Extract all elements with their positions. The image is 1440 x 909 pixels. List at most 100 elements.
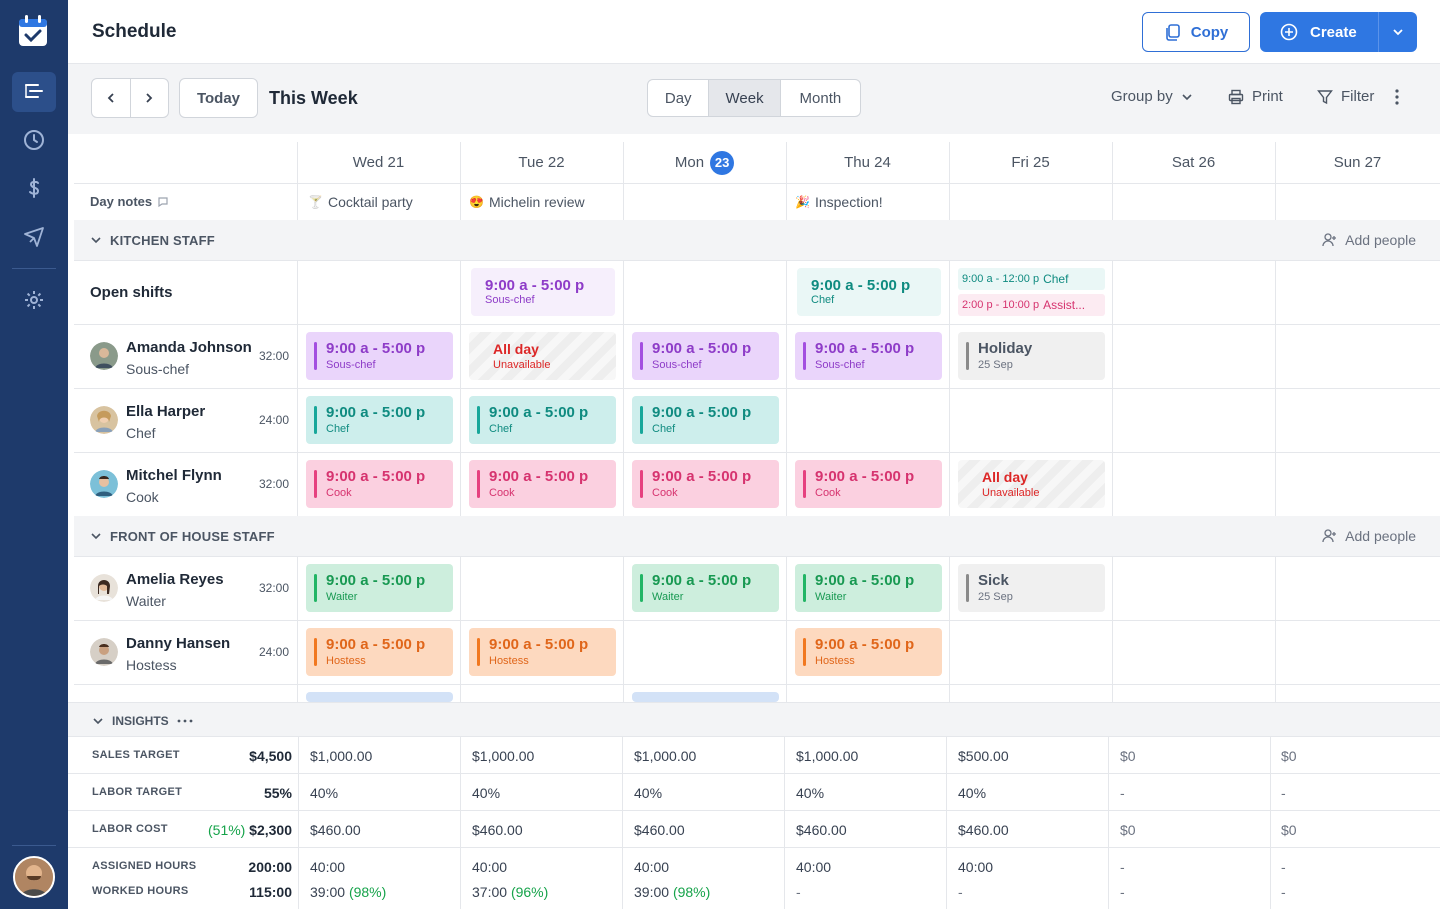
more-horizontal-icon[interactable] bbox=[177, 719, 193, 723]
open-shift-block[interactable]: 9:00 a - 5:00 p Sous-chef bbox=[471, 268, 615, 316]
shift-block-partial[interactable] bbox=[632, 692, 779, 702]
shift-block[interactable]: 9:00 a - 5:00 p Cook bbox=[469, 460, 616, 508]
staff-row-header[interactable]: Amelia Reyes Waiter 32:00 bbox=[74, 556, 297, 620]
copy-button[interactable]: Copy bbox=[1142, 12, 1250, 52]
create-button[interactable]: Create bbox=[1260, 12, 1417, 52]
insight-value: $0 bbox=[1281, 822, 1297, 838]
shift-block[interactable]: 9:00 a - 5:00 p Chef bbox=[632, 396, 779, 444]
insight-value: - bbox=[1281, 884, 1286, 900]
shift-role: Sous-chef bbox=[815, 359, 865, 371]
shift-block[interactable]: 9:00 a - 5:00 p Waiter bbox=[306, 564, 453, 612]
chevron-down-icon bbox=[93, 718, 103, 725]
view-month-tab[interactable]: Month bbox=[799, 89, 842, 107]
insight-value: $1,000.00 bbox=[472, 748, 535, 764]
day-header[interactable]: Thu 24 bbox=[844, 154, 891, 171]
prev-week-chevron-icon[interactable] bbox=[92, 79, 131, 117]
day-note[interactable]: 🎉 Inspection! bbox=[795, 183, 883, 220]
staff-name: Mitchel Flynn bbox=[126, 467, 222, 484]
insight-percent: (51%) bbox=[208, 822, 246, 838]
open-shift-block[interactable]: 2:00 p - 10:00 p Assist... bbox=[958, 294, 1105, 316]
group-by-dropdown[interactable]: Group by bbox=[1111, 88, 1193, 105]
shift-block[interactable]: 9:00 a - 5:00 p Waiter bbox=[795, 564, 942, 612]
insight-label: ASSIGNED HOURS bbox=[92, 860, 197, 872]
shift-block[interactable]: 9:00 a - 5:00 p Sous-chef bbox=[306, 332, 453, 380]
staff-row-header[interactable]: Ella Harper Chef 24:00 bbox=[74, 388, 297, 452]
staff-hours: 32:00 bbox=[258, 581, 289, 595]
insights-panel: INSIGHTS SALES TARGET $4,500 $1,000.00 $… bbox=[68, 702, 1440, 909]
group-by-label: Group by bbox=[1111, 88, 1173, 105]
shift-time: 9:00 a - 5:00 p bbox=[326, 468, 426, 485]
day-header[interactable]: Sun 27 bbox=[1333, 154, 1382, 171]
absence-date: 25 Sep bbox=[978, 359, 1013, 371]
sick-block[interactable]: Sick 25 Sep bbox=[958, 564, 1105, 612]
day-note[interactable]: 🍸 Cocktail party bbox=[308, 183, 413, 220]
settings-gear-icon[interactable] bbox=[12, 280, 56, 320]
add-people-button[interactable]: Add people bbox=[1322, 528, 1416, 544]
user-avatar[interactable] bbox=[13, 856, 55, 898]
shift-role: Waiter bbox=[652, 591, 684, 603]
shift-time: 9:00 a - 5:00 p bbox=[326, 636, 426, 653]
filter-button[interactable]: Filter bbox=[1317, 88, 1374, 105]
shift-role: Waiter bbox=[815, 591, 847, 603]
shift-block-partial[interactable] bbox=[306, 692, 453, 702]
sidebar-divider bbox=[12, 268, 56, 269]
shift-block[interactable]: 9:00 a - 5:00 p Sous-chef bbox=[632, 332, 779, 380]
day-header-today[interactable]: Mon 23 bbox=[623, 142, 786, 183]
shift-block[interactable]: 9:00 a - 5:00 p Cook bbox=[306, 460, 453, 508]
section-title: FRONT OF HOUSE STAFF bbox=[110, 528, 275, 544]
plane-nav-icon[interactable] bbox=[12, 216, 56, 256]
insight-value: 39:00 (98%) bbox=[634, 884, 710, 900]
day-note[interactable]: 😍 Michelin review bbox=[469, 183, 585, 220]
unavailable-text: Unavailable bbox=[982, 487, 1040, 499]
add-people-button[interactable]: Add people bbox=[1322, 232, 1416, 248]
avatar bbox=[90, 406, 118, 434]
section-toggle[interactable]: FRONT OF HOUSE STAFF bbox=[90, 529, 275, 544]
view-week-tab[interactable]: Week bbox=[709, 80, 781, 116]
toolbar: Today This Week Day Week Month Group by … bbox=[68, 64, 1440, 134]
grid-line bbox=[460, 737, 461, 909]
unavailable-block[interactable]: All day Unavailable bbox=[958, 460, 1105, 508]
staff-row-header[interactable]: Mitchel Flynn Cook 32:00 bbox=[74, 452, 297, 516]
day-notes-label: Day notes bbox=[90, 183, 169, 220]
insight-value: $0 bbox=[1281, 748, 1297, 764]
shift-block[interactable]: 9:00 a - 5:00 p Hostess bbox=[795, 628, 942, 676]
worked-percent: (98%) bbox=[672, 884, 711, 900]
create-dropdown-chevron-icon[interactable] bbox=[1379, 25, 1417, 39]
insight-value: 40% bbox=[634, 785, 663, 801]
shift-block[interactable]: 9:00 a - 5:00 p Sous-chef bbox=[795, 332, 942, 380]
shift-block[interactable]: 9:00 a - 5:00 p Waiter bbox=[632, 564, 779, 612]
insight-value: - bbox=[1120, 785, 1125, 801]
section-toggle[interactable]: KITCHEN STAFF bbox=[90, 233, 215, 248]
shift-block[interactable]: 9:00 a - 5:00 p Cook bbox=[795, 460, 942, 508]
day-header[interactable]: Fri 25 bbox=[1011, 154, 1050, 171]
dollar-nav-icon[interactable] bbox=[12, 168, 56, 208]
day-header[interactable]: Tue 22 bbox=[518, 154, 565, 171]
shift-block[interactable]: 9:00 a - 5:00 p Chef bbox=[469, 396, 616, 444]
insight-total: $4,500 bbox=[249, 748, 292, 764]
holiday-block[interactable]: Holiday 25 Sep bbox=[958, 332, 1105, 380]
calendar-logo-icon[interactable] bbox=[17, 14, 49, 48]
schedule-nav-icon[interactable] bbox=[12, 72, 56, 112]
day-header[interactable]: Wed 21 bbox=[352, 154, 405, 171]
staff-row-header[interactable]: Danny Hansen Hostess 24:00 bbox=[74, 620, 297, 684]
shift-block[interactable]: 9:00 a - 5:00 p Hostess bbox=[469, 628, 616, 676]
shift-role: Sous-chef bbox=[485, 294, 535, 306]
view-day-tab[interactable]: Day bbox=[648, 80, 710, 116]
insight-total: 200:00 bbox=[248, 859, 292, 875]
open-shift-block[interactable]: 9:00 a - 12:00 p Chef bbox=[958, 268, 1105, 290]
next-week-chevron-icon[interactable] bbox=[131, 79, 169, 117]
staff-row-header[interactable]: Amanda Johnson Sous-chef 32:00 bbox=[74, 324, 297, 388]
shift-block[interactable]: 9:00 a - 5:00 p Hostess bbox=[306, 628, 453, 676]
day-header[interactable]: Sat 26 bbox=[1171, 154, 1216, 171]
today-button[interactable]: Today bbox=[179, 78, 258, 118]
more-menu-icon[interactable] bbox=[1394, 88, 1400, 106]
plus-circle-icon bbox=[1280, 23, 1298, 41]
shift-block[interactable]: 9:00 a - 5:00 p Cook bbox=[632, 460, 779, 508]
insight-value: - bbox=[1120, 884, 1125, 900]
insights-toggle[interactable]: INSIGHTS bbox=[92, 714, 193, 728]
unavailable-block[interactable]: All day Unavailable bbox=[469, 332, 616, 380]
clock-nav-icon[interactable] bbox=[12, 120, 56, 160]
shift-block[interactable]: 9:00 a - 5:00 p Chef bbox=[306, 396, 453, 444]
print-button[interactable]: Print bbox=[1228, 88, 1283, 105]
open-shift-block[interactable]: 9:00 a - 5:00 p Chef bbox=[797, 268, 941, 316]
